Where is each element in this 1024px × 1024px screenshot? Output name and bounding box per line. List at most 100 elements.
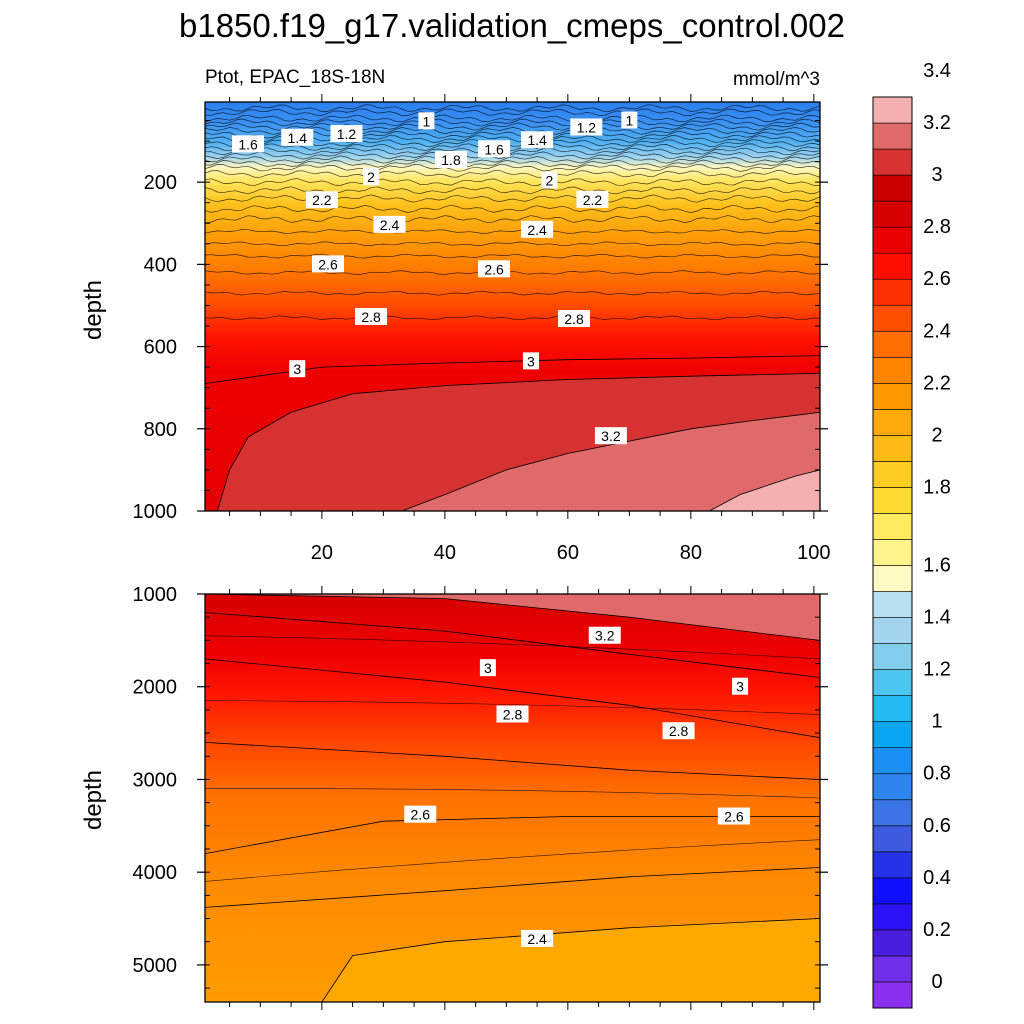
x-tick-label: 80	[680, 542, 702, 564]
contour-label-text: 1.4	[288, 130, 308, 146]
contour-label-text: 1.2	[337, 126, 357, 142]
colorbar-swatch	[872, 200, 913, 228]
colorbar-swatch	[872, 96, 913, 124]
lower-ylabel: depth	[80, 770, 107, 830]
y-tick-label: 600	[144, 337, 177, 359]
colorbar-swatch	[872, 721, 913, 749]
colorbar-swatch	[872, 356, 913, 384]
x-tick-label: 100	[797, 542, 830, 564]
contour-label: 1.6	[478, 140, 511, 158]
contour-label-box	[355, 307, 388, 325]
lower-plot-frame	[204, 593, 821, 1003]
upper-isoline	[205, 178, 820, 187]
colorbar-swatch	[872, 877, 913, 905]
colorbar-label: 0	[931, 971, 942, 993]
colorbar-swatch	[872, 278, 913, 306]
contour-label-box	[363, 168, 380, 186]
colorbar-swatch	[872, 226, 913, 254]
upper-panel: 1 1 1.2 1.2 1.4 1.4 1.6 1.6 1.8 2 2 2.2 2.2 2.4 2.4 2.6…	[80, 94, 831, 564]
contour-label: 3	[732, 677, 749, 695]
upper-contour-region	[401, 411, 820, 511]
lower-panel: 3.2 3 3 2.8 2.8 2.6 2.6 2.4 1000 2000 3000 4000 500…	[80, 584, 828, 1010]
contour-label: 3.2	[588, 626, 621, 644]
x-tick-label: 60	[557, 542, 579, 564]
contour-label-box	[289, 360, 306, 378]
upper-isoline	[205, 163, 820, 172]
contour-label-text: 2.4	[527, 931, 547, 947]
contour-label: 2.2	[576, 190, 609, 208]
y-tick-label: 1000	[133, 501, 178, 523]
contour-label-box	[522, 352, 539, 370]
upper-isoline	[205, 204, 820, 213]
contour-label: 3	[289, 360, 306, 378]
contour-label: 2.6	[717, 807, 750, 825]
upper-isoline	[205, 114, 820, 123]
contour-label-text: 3.2	[595, 628, 615, 644]
colorbar-swatch	[872, 148, 913, 176]
lower-contour-region	[321, 918, 820, 1002]
contour-label: 1.2	[570, 118, 603, 136]
colorbar-label: 3.4	[923, 60, 951, 82]
upper-plot-frame	[204, 101, 821, 512]
lower-contour-region	[205, 594, 820, 641]
upper-isoline	[205, 151, 820, 160]
colorbar-label: 1.4	[923, 607, 951, 629]
colorbar-swatch	[872, 643, 913, 670]
colorbar-label: 1.8	[923, 476, 951, 498]
upper-isoline	[205, 229, 820, 234]
contour-label-box	[588, 626, 621, 644]
y-tick-label: 1000	[133, 584, 178, 606]
contour-label: 1.6	[232, 135, 265, 153]
lower-contour-line	[205, 742, 820, 780]
right-subtitle: mmol/m^3	[733, 69, 820, 90]
contour-label: 2.8	[355, 307, 388, 325]
contour-label-text: 2.2	[312, 192, 332, 208]
colorbar-swatch	[872, 825, 913, 853]
lower-isoline	[205, 700, 820, 715]
contour-label: 3	[522, 352, 539, 370]
contour-label-text: 2.8	[361, 309, 381, 325]
contour-label-box	[662, 722, 695, 740]
upper-isoline	[205, 143, 820, 152]
contour-label: 1.2	[330, 125, 363, 143]
colorbar-swatch	[872, 330, 913, 358]
contour-label: 2.6	[478, 260, 511, 278]
left-subtitle: Ptot, EPAC_18S-18N	[205, 67, 385, 88]
upper-isoline	[205, 155, 820, 164]
contour-label-text: 3	[293, 361, 301, 377]
contour-label: 3.2	[594, 427, 627, 445]
contour-label-box	[232, 135, 265, 153]
contour-label-text: 3	[527, 353, 535, 369]
upper-isoline	[205, 159, 820, 168]
colorbar-swatch	[872, 252, 913, 280]
contour-label-box	[576, 190, 609, 208]
contour-label: 1.4	[521, 131, 554, 149]
y-tick-label: 2000	[133, 677, 178, 699]
contour-label-text: 2.8	[669, 723, 689, 739]
colorbar-swatch	[872, 409, 913, 436]
contour-label-text: 2.8	[564, 311, 584, 327]
colorbar-label: 2.2	[923, 372, 951, 394]
upper-isoline	[205, 104, 820, 113]
contour-label-box	[521, 929, 554, 947]
upper-isoline	[205, 270, 820, 275]
contour-label-box	[594, 427, 627, 445]
colorbar-swatch	[872, 929, 913, 957]
colorbar-swatch	[872, 669, 913, 696]
upper-isoline	[205, 122, 820, 131]
contour-label: 2.8	[558, 310, 590, 328]
colorbar-swatch	[872, 799, 913, 827]
colorbar-frame	[872, 96, 913, 1009]
y-tick-label: 800	[144, 419, 177, 441]
upper-isoline	[205, 253, 820, 259]
contour-label-box	[558, 310, 590, 328]
colorbar-swatch	[872, 435, 913, 462]
contour-label-box	[478, 260, 511, 278]
contour-label-box	[541, 171, 558, 189]
colorbar-label: 0.8	[923, 763, 951, 785]
colorbar-label: 1.6	[923, 555, 951, 577]
contour-label-text: 2.6	[724, 809, 744, 825]
contour-label-text: 2	[546, 173, 554, 189]
contour-label-box	[312, 255, 344, 273]
